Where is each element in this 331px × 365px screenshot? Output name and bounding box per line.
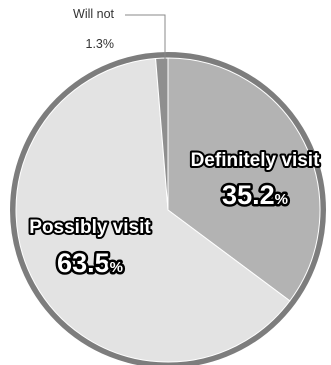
slice-label-will-not: Will not xyxy=(73,7,115,21)
will-not-leader-line xyxy=(125,14,166,59)
pie-slice-definitely-visit xyxy=(167,57,321,302)
pie-slices xyxy=(15,57,321,363)
slice-label-definitely-visit: Definitely visit xyxy=(191,150,320,171)
slice-value-will-not: 1.3% xyxy=(86,37,115,51)
pie-outer-ring xyxy=(10,52,326,365)
slice-value-definitely-visit: 35.2% xyxy=(222,180,288,210)
pie-slice-possibly-visit xyxy=(15,57,291,363)
slice-label-possibly-visit: Possibly visit xyxy=(29,217,151,238)
pie-slice-will-not xyxy=(155,57,169,211)
slice-value-possibly-visit: 63.5% xyxy=(57,248,123,278)
